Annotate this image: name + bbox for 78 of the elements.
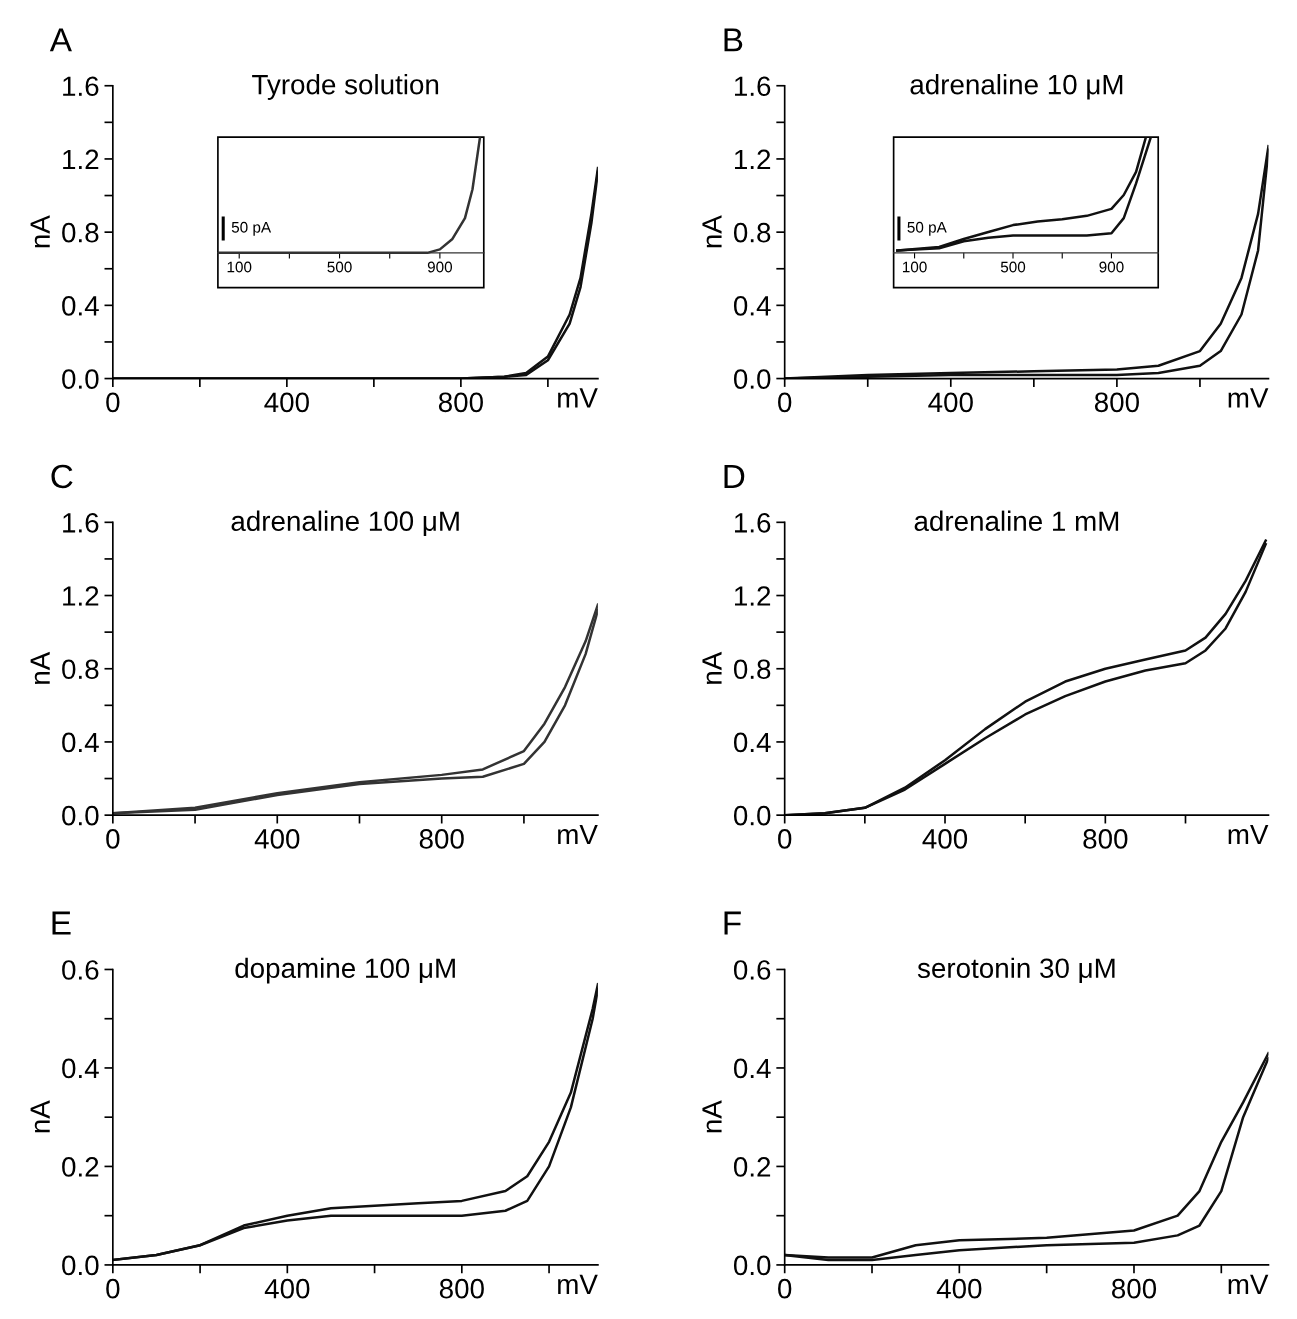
x-axis-title: mV [1228, 824, 1269, 845]
y-tick-label: 0.2 [62, 1157, 99, 1177]
x-tick-label: 800 [439, 1278, 484, 1299]
x-tick-label: 400 [936, 1278, 982, 1299]
y-tick-label: 1.6 [63, 76, 99, 97]
y-axis-title: nA [702, 1100, 722, 1133]
x-tick-label: 900 [427, 261, 453, 273]
y-tick-label: 0.4 [733, 1058, 771, 1079]
x-tick-label: 0 [778, 1278, 792, 1299]
x-tick-label: 400 [922, 829, 968, 849]
x-tick-label: 100 [902, 261, 927, 273]
x-tick-label: 500 [1000, 261, 1026, 273]
y-tick-label: 0.8 [62, 222, 99, 243]
x-tick-label: 800 [438, 392, 483, 413]
x-tick-label: 400 [264, 1278, 310, 1299]
x-tick-label: 0 [778, 392, 792, 413]
x-tick-label: 0 [106, 392, 120, 413]
x-tick-label: 800 [419, 829, 464, 849]
x-tick-label: 0 [106, 1278, 120, 1299]
chart-title: Tyrode solution [252, 74, 439, 100]
x-axis-title: mV [558, 1274, 598, 1294]
chart-title: serotonin 30 μM [917, 957, 1115, 984]
y-axis-title: nA [30, 215, 50, 248]
y-tick-label: 0.0 [62, 1255, 99, 1276]
y-axis-title: nA [30, 651, 50, 684]
annotation: 50 pA [907, 221, 947, 236]
y-tick-label: 1.6 [735, 512, 771, 533]
y-axis-title: nA [702, 651, 722, 684]
y-axis-title: nA [702, 215, 722, 248]
text: D [724, 464, 745, 488]
y-tick-label: 0.0 [62, 369, 99, 389]
x-tick-label: 400 [254, 829, 300, 849]
y-tick-label: 0.6 [62, 960, 99, 980]
y-tick-label: 0.2 [733, 1157, 771, 1177]
x-tick-label: 500 [327, 261, 352, 273]
x-tick-label: 400 [264, 392, 309, 413]
y-tick-label: 1.2 [735, 149, 771, 169]
y-tick-label: 0.8 [733, 222, 771, 243]
x-tick-label: 800 [1083, 829, 1128, 849]
annotation: 50 pA [231, 221, 272, 236]
x-tick-label: 800 [1112, 1278, 1157, 1299]
y-axis-title: nA [30, 1100, 50, 1133]
text: B [724, 28, 743, 52]
text: F [724, 911, 741, 935]
x-tick-label: 800 [1094, 392, 1139, 413]
y-tick-label: 1.2 [63, 149, 99, 169]
y-tick-label: 0.4 [733, 296, 771, 316]
y-tick-label: 0.4 [62, 296, 99, 316]
x-tick-label: 900 [1099, 261, 1124, 273]
y-tick-label: 0.4 [62, 732, 99, 753]
chart-title: adrenaline 10 μM [910, 74, 1123, 100]
x-tick-label: 100 [227, 261, 252, 273]
y-tick-label: 0.0 [733, 805, 771, 826]
chart-title: dopamine 100 μM [235, 957, 455, 984]
text: E [52, 911, 71, 935]
text: A [49, 28, 72, 52]
x-axis-title: mV [1228, 1274, 1269, 1294]
x-axis-title: mV [558, 824, 598, 845]
y-tick-label: 0.4 [62, 1058, 99, 1079]
chart-title: adrenaline 100 μM [231, 510, 459, 537]
x-tick-label: 0 [778, 829, 792, 849]
x-tick-label: 0 [106, 829, 120, 849]
y-tick-label: 0.8 [733, 659, 771, 680]
y-tick-label: 1.6 [63, 512, 99, 533]
chart-title: adrenaline 1 mM [914, 510, 1119, 532]
text: C [51, 464, 73, 489]
y-tick-label: 0.8 [62, 659, 99, 680]
x-axis-title: mV [558, 388, 598, 408]
y-tick-label: 0.0 [62, 805, 99, 826]
x-tick-label: 400 [928, 392, 973, 413]
x-axis-title: mV [1228, 388, 1269, 408]
y-tick-label: 1.6 [735, 76, 771, 97]
y-tick-label: 0.4 [733, 732, 771, 753]
y-tick-label: 0.6 [733, 960, 771, 980]
y-tick-label: 0.0 [733, 1255, 771, 1276]
y-tick-label: 1.2 [63, 586, 99, 606]
y-tick-label: 1.2 [735, 586, 771, 606]
y-tick-label: 0.0 [733, 369, 771, 389]
